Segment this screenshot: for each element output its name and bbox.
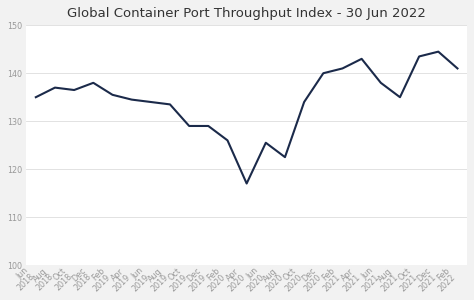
Title: Global Container Port Throughput Index - 30 Jun 2022: Global Container Port Throughput Index -… xyxy=(67,7,426,20)
